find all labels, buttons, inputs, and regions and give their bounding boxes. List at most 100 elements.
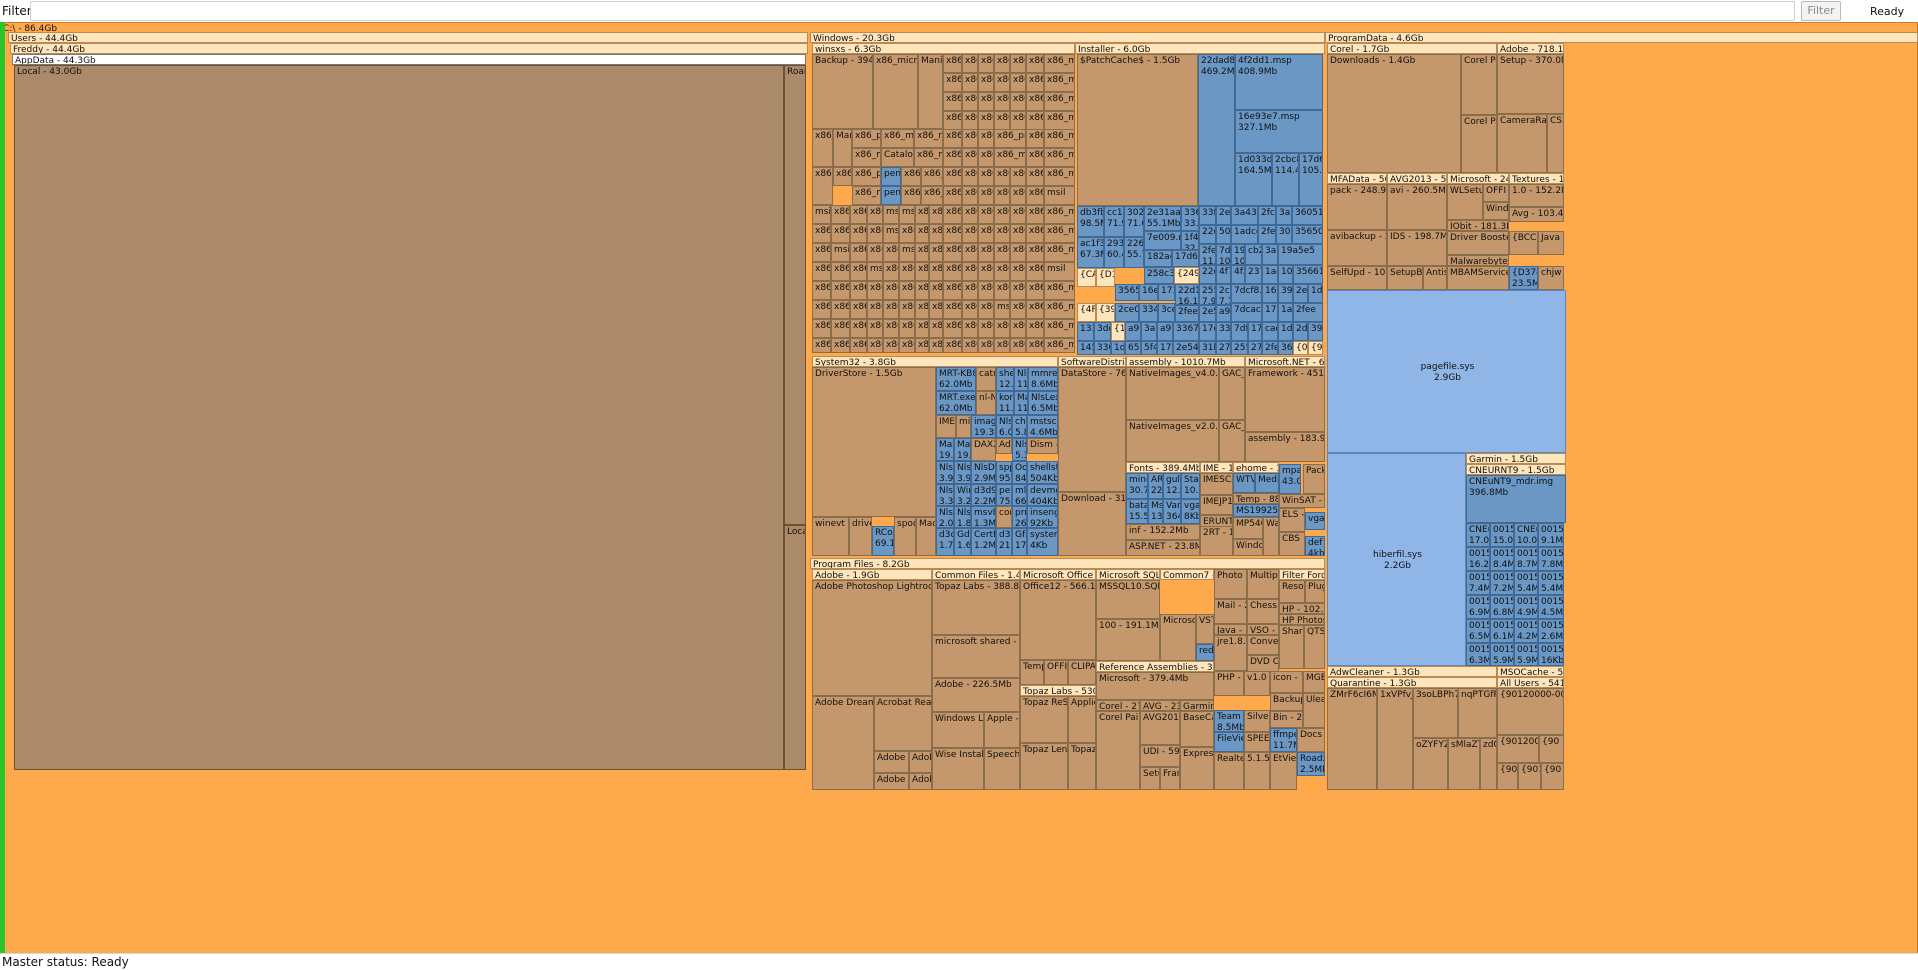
treemap-folder-tile[interactable]: Malwarebytes - [1447,255,1509,266]
treemap-folder-tile[interactable]: x86_ [867,319,883,338]
treemap-folder-tile[interactable]: CNEURNT9 - 1.5Gb [1466,464,1566,475]
treemap-folder-tile[interactable]: EtVie [1270,752,1297,790]
treemap-file-tile[interactable]: imager 19.3Mb [971,415,996,438]
treemap-file-tile[interactable]: 3a43045 [1231,206,1258,225]
treemap-file-tile[interactable]: CNEur 17.0M [1466,523,1490,547]
treemap-file-tile[interactable]: Stat 10.3 [1181,473,1200,499]
treemap-folder-tile[interactable]: avibackup - 202 [1327,230,1387,266]
treemap-file-tile[interactable]: WTV [1233,473,1255,493]
treemap-folder-tile[interactable]: VSO - 1 [1247,624,1279,635]
treemap-folder-tile[interactable]: Downloads - 1.4Gb [1327,54,1461,173]
treemap-file-tile[interactable]: 2e5445 [1173,341,1199,355]
treemap-file-tile[interactable]: inseng.d 92Kb [1027,506,1058,528]
treemap-folder-tile[interactable]: mig [956,415,971,438]
treemap-file-tile[interactable]: 2fee [1258,225,1276,244]
treemap-folder-tile[interactable]: SPEE [1244,732,1270,752]
treemap-folder-tile[interactable]: x86_ [883,300,899,319]
treemap-folder-tile[interactable]: WLSetup - [1447,184,1483,220]
treemap-folder-tile[interactable]: GAC_ [1219,367,1245,420]
treemap-file-tile[interactable]: RCoR 69.1M [872,526,894,556]
treemap-file-tile[interactable]: shellstyl 504Kb [1027,461,1058,484]
treemap-file-tile[interactable]: 2fee 11.0 [1199,244,1216,265]
treemap-folder-tile[interactable]: x86_ [831,338,850,353]
treemap-folder-tile[interactable]: x86_ [962,186,978,205]
treemap-folder-tile[interactable]: OFFI [1044,660,1068,685]
treemap-folder-tile[interactable]: x86_ [978,129,994,148]
treemap-file-tile[interactable]: Nls 3.9 [936,461,954,484]
treemap-folder-tile[interactable]: x86_ [1026,281,1044,300]
treemap-folder-tile[interactable]: x86 [915,205,929,224]
treemap-folder-tile[interactable]: x86_mic [994,148,1026,167]
treemap-folder-tile[interactable]: Temp [1020,660,1044,685]
treemap-folder-tile[interactable]: x86_ [962,73,978,92]
treemap-folder-tile[interactable]: Dism - [1027,438,1058,454]
treemap-folder-tile[interactable]: System32 - 3.8Gb [812,356,1058,367]
treemap-folder-tile[interactable]: jre1.8.0 [1214,635,1247,671]
treemap-folder-tile[interactable]: x86_ [943,92,962,111]
treemap-file-tile[interactable]: 1d0 [1111,341,1125,355]
treemap-file-tile[interactable]: 145 [1077,341,1094,355]
treemap-file-tile[interactable]: kor 11.4 [996,391,1014,415]
treemap-file-tile[interactable]: 27a [1216,341,1231,355]
treemap-folder-tile[interactable]: Fran [1160,767,1180,790]
treemap-file-tile[interactable]: 7e009.ms [1144,231,1181,250]
treemap-folder-tile[interactable]: catro [976,367,996,391]
treemap-folder-tile[interactable]: x86_p [833,167,852,186]
treemap-folder-tile[interactable]: x86_ [1026,92,1044,111]
treemap-folder-tile[interactable]: Garmin - 1.5Gb [1466,453,1566,464]
treemap-folder-tile[interactable]: x86_ [943,281,962,300]
treemap-folder-tile[interactable]: msil [867,262,883,281]
treemap-folder-tile[interactable]: Adobe Ex [874,773,909,790]
treemap-folder-tile[interactable]: x86_ [1010,319,1026,338]
treemap-folder-tile[interactable]: AVG - 236 [1140,700,1180,711]
treemap-file-tile[interactable]: mmres. 8.6Mb [1028,367,1058,391]
treemap-folder-tile[interactable]: Common Files - 1.4Gb [932,569,1020,580]
treemap-folder-tile[interactable]: x86_mic [1044,73,1075,92]
treemap-folder-tile[interactable]: x86_ [1010,205,1026,224]
treemap-file-tile[interactable]: 19a5e5 [1278,244,1323,265]
treemap-file-tile[interactable]: ac1f3.m 67.3Mb [1077,237,1104,268]
treemap-folder-tile[interactable]: Corel Pai [1461,115,1497,173]
treemap-folder-tile[interactable]: msil [899,243,915,262]
treemap-file-tile[interactable]: 182ae3 [1144,250,1172,267]
treemap-folder-tile[interactable]: x86_mic [914,148,943,167]
treemap-folder-tile[interactable]: x86_mic [1044,148,1075,167]
treemap-folder-tile[interactable]: x86_ [962,224,978,243]
treemap-folder-tile[interactable]: Chess - [1247,599,1279,624]
treemap-folder-tile[interactable]: x86_ [831,281,850,300]
treemap-folder-tile[interactable]: x86_ [978,205,994,224]
treemap-folder-tile[interactable]: Manife [918,54,943,129]
treemap-folder-tile[interactable]: x86_ [1026,319,1044,338]
treemap-folder-tile[interactable]: {D1E [1096,268,1115,287]
treemap-folder-tile[interactable]: Backup - 394.0M [812,54,873,129]
treemap-folder-tile[interactable]: x86_ [883,281,899,300]
treemap-folder-tile[interactable]: DataStore - 765.0 [1058,367,1126,492]
treemap-folder-tile[interactable]: assembly - 183.9Mb [1245,432,1325,462]
treemap-folder-tile[interactable]: x86_ [978,92,994,111]
treemap-folder-tile[interactable]: Plug [1305,580,1325,603]
treemap-folder-tile[interactable]: msil [883,224,899,243]
treemap-file-tile[interactable]: 2e5 [1216,206,1231,225]
treemap-file-tile[interactable]: 1d0 [1308,284,1323,303]
treemap-folder-tile[interactable]: Setu [1140,767,1160,790]
treemap-folder-tile[interactable]: IMESC5 [1200,473,1233,495]
treemap-folder-tile[interactable]: AppData - 44.3Gb [12,54,806,65]
treemap-file-tile[interactable]: Ms 13.9 [1148,499,1163,524]
treemap-file-tile[interactable]: NlsLexic 6.5Mb [1028,391,1058,415]
treemap-folder-tile[interactable]: x86_ [962,262,978,281]
treemap-file-tile[interactable]: 16e5 [1139,284,1158,301]
treemap-folder-tile[interactable]: AdwCleaner - 1.3Gb [1327,666,1497,677]
treemap-folder-tile[interactable]: SoftwareDistribu [1058,356,1126,367]
treemap-file-tile[interactable]: gulim 12.8 [1163,473,1181,499]
treemap-folder-tile[interactable]: MP540 [1233,517,1263,539]
treemap-folder-tile[interactable]: Framework - 451.7M [1245,367,1325,432]
treemap-folder-tile[interactable]: WinSAT - 5 [1279,494,1325,508]
